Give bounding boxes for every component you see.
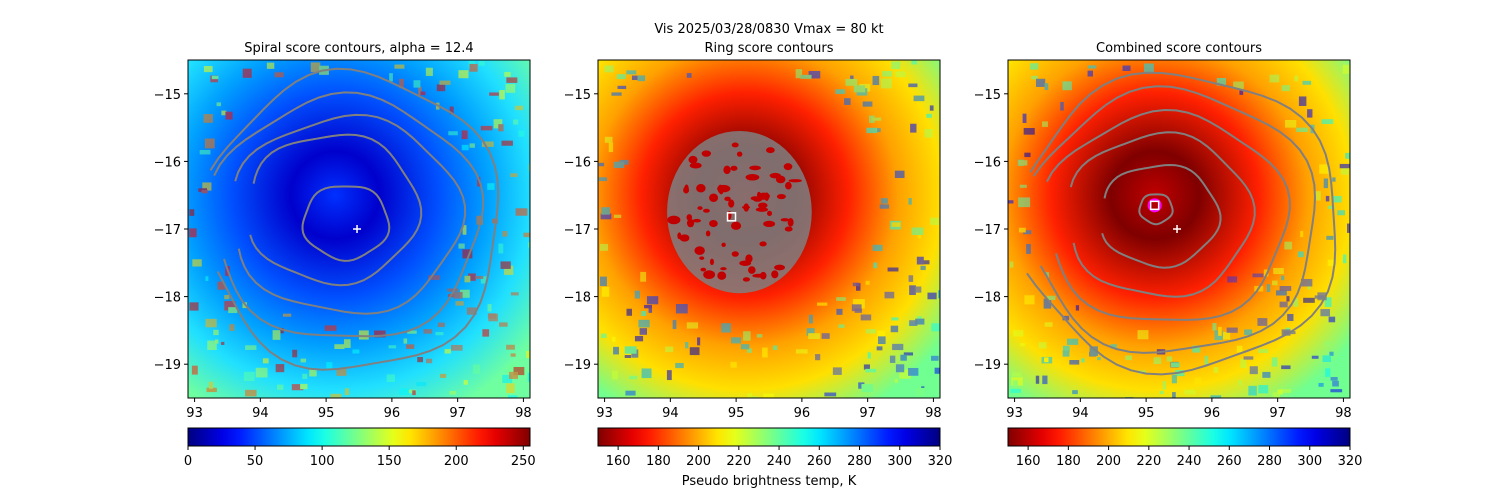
colorbar-tick-label: 150	[377, 454, 402, 469]
x-tick-label: 98	[925, 406, 942, 421]
colorbar-tick-label: 250	[511, 454, 536, 469]
contour-line	[213, 91, 485, 338]
contour-line	[209, 67, 500, 371]
x-tick-label: 98	[1335, 406, 1352, 421]
panel-3: 93 94 95 96 97 98 −15 −16 −17 −18 −19 Combined scor…	[974, 41, 1352, 421]
colorbar-tick-label: 240	[767, 454, 792, 469]
colorbar-tick-label: 280	[847, 454, 872, 469]
x-tick-label: 96	[794, 406, 811, 421]
y-tick-label: −17	[974, 223, 1001, 238]
colorbar-tick-label: 100	[310, 454, 335, 469]
y-tick-label: −19	[154, 358, 181, 373]
colorbar-tick-label: 280	[1257, 454, 1282, 469]
figure-suptitle: Vis 2025/03/28/0830 Vmax = 80 kt	[654, 22, 884, 37]
contour-line	[249, 133, 423, 287]
contour-line	[1101, 163, 1222, 269]
colorbar-tick-label: 200	[686, 454, 711, 469]
heatmap-3	[1008, 60, 1350, 398]
y-tick-label: −17	[564, 223, 591, 238]
contour-line	[1032, 85, 1317, 354]
center-marker	[726, 212, 737, 222]
panel-title: Combined score contours	[1096, 41, 1262, 56]
colorbar-tick-label: 320	[1338, 454, 1363, 469]
colorbar-tick-label: 200	[1096, 454, 1121, 469]
cloud-texture	[598, 60, 940, 398]
x-tick-label: 94	[662, 406, 679, 421]
colorbar-tick-label: 0	[184, 454, 192, 469]
colorbar-tick-label: 160	[1016, 454, 1041, 469]
x-tick-label: 95	[728, 406, 745, 421]
cloud-texture	[189, 60, 530, 398]
heatmap-1	[188, 60, 530, 398]
colorbar-tick-label: 180	[1056, 454, 1081, 469]
colorbar-tick-label: 260	[1217, 454, 1242, 469]
y-tick-label: −15	[154, 88, 181, 103]
colorbar-tick-label: 200	[444, 454, 469, 469]
x-tick-label: 98	[515, 406, 532, 421]
colorbar-tick-label: 300	[1297, 454, 1322, 469]
panel-1: 93 94 95 96 97 98 −15 −16 −17 −18 −19 Spiral score …	[154, 41, 532, 421]
colorbar-3: 160 180 200 220 240 260 280 300 320	[1007, 427, 1363, 469]
x-tick-label: 94	[252, 406, 269, 421]
contour-line	[234, 113, 467, 315]
x-tick-label: 97	[1269, 406, 1286, 421]
y-tick-label: −15	[564, 88, 591, 103]
x-tick-label: 97	[859, 406, 876, 421]
y-tick-label: −19	[974, 358, 1001, 373]
panel-2: 93 94 95 96 97 98 −15 −16 −17 −18 −19 Ring score co…	[564, 41, 942, 421]
y-tick-label: −16	[154, 155, 181, 170]
x-tick-label: 93	[1006, 406, 1023, 421]
colorbar-label: Pseudo brightness temp, K	[682, 474, 857, 489]
colorbar-tick-label: 50	[247, 454, 264, 469]
x-tick-label: 95	[1138, 406, 1155, 421]
x-tick-label: 96	[384, 406, 401, 421]
contour-line	[1069, 131, 1256, 298]
contour-line	[301, 185, 391, 262]
center-marker	[353, 225, 362, 233]
x-tick-label: 93	[186, 406, 203, 421]
y-tick-label: −18	[564, 291, 591, 306]
x-tick-label: 97	[449, 406, 466, 421]
y-tick-label: −18	[154, 291, 181, 306]
colorbar-tick-label: 240	[1177, 454, 1202, 469]
y-tick-label: −19	[564, 358, 591, 373]
panel-title: Spiral score contours, alpha = 12.4	[244, 41, 473, 56]
x-tick-label: 93	[596, 406, 613, 421]
y-tick-label: −16	[564, 155, 591, 170]
colorbar-tick-label: 320	[928, 454, 953, 469]
ring-contour-region	[667, 130, 812, 294]
y-tick-label: −18	[974, 291, 1001, 306]
y-tick-label: −17	[154, 223, 181, 238]
colorbar-1: 0 50 100 150 200 250	[184, 427, 536, 469]
best-center-marker	[1149, 200, 1160, 211]
colorbar-tick-label: 220	[1136, 454, 1161, 469]
x-tick-label: 96	[1204, 406, 1221, 421]
contour-line	[1026, 71, 1337, 376]
colorbar-tick-label: 300	[887, 454, 912, 469]
heatmap-2	[598, 60, 940, 398]
x-tick-label: 95	[318, 406, 335, 421]
colorbar-2: 160 180 200 220 240 260 280 300 320 Pseudo bright…	[597, 427, 953, 489]
contour-line	[1138, 193, 1174, 226]
x-tick-label: 94	[1072, 406, 1089, 421]
colorbar-tick-label: 160	[606, 454, 631, 469]
center-marker	[1173, 225, 1182, 233]
y-tick-label: −15	[974, 88, 1001, 103]
panel-title: Ring score contours	[704, 41, 833, 56]
colorbar-tick-label: 260	[807, 454, 832, 469]
colorbar-tick-label: 220	[726, 454, 751, 469]
y-tick-label: −16	[974, 155, 1001, 170]
contour-line	[1046, 108, 1291, 321]
colorbar-tick-label: 180	[646, 454, 671, 469]
